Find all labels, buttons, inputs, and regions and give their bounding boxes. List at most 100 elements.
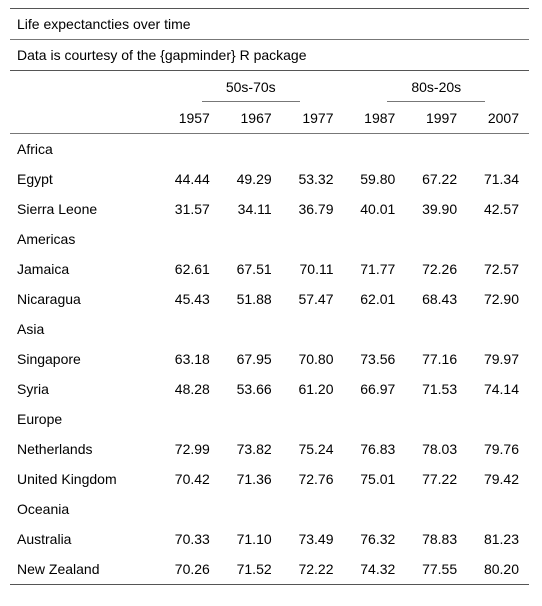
column-header-row: 1957 1967 1977 1987 1997 2007 [10, 103, 529, 134]
value-cell: 77.55 [405, 554, 468, 585]
heading-rule [10, 70, 529, 71]
column-header: 1997 [405, 103, 468, 134]
value-cell: 70.42 [174, 471, 210, 487]
group-label: Europe [17, 411, 63, 427]
country-label: Singapore [17, 351, 81, 367]
value-cell: 73.56 [360, 351, 396, 367]
column-header: 2007 [467, 103, 529, 134]
value-cell: 36.79 [298, 201, 334, 217]
table-title: Life expectancties over time [17, 16, 191, 32]
group-label: Oceania [17, 501, 70, 517]
table-row: Nicaragua 45.43 51.88 57.47 62.01 68.43 72.90 [10, 284, 529, 314]
country-label: Sierra Leone [17, 201, 98, 217]
spanner-cell: 50s-70s [158, 71, 343, 103]
table-row: New Zealand 70.26 71.52 72.22 74.32 77.55 80.2… [10, 554, 529, 585]
value-cell: 57.47 [298, 291, 334, 307]
title-rule [10, 39, 529, 40]
value-cell: 72.26 [422, 261, 458, 277]
column-header: 1977 [281, 103, 344, 134]
value-cell: 45.43 [174, 291, 210, 307]
data-table: 50s-70s 80s-20s 1957 1967 1977 1987 1997… [10, 71, 529, 585]
value-cell: 80.20 [467, 554, 529, 585]
value-cell: 77.16 [422, 351, 458, 367]
value-cell: 77.22 [422, 471, 458, 487]
value-cell: 53.66 [236, 381, 272, 397]
table-row: Syria 48.28 53.66 61.20 66.97 71.53 74.14 [10, 374, 529, 404]
value-cell: 71.77 [360, 261, 396, 277]
group-row: Asia [10, 314, 529, 344]
country-label: New Zealand [10, 554, 159, 585]
value-cell: 70.26 [158, 554, 220, 585]
value-cell: 71.53 [422, 381, 458, 397]
value-cell: 72.99 [174, 441, 210, 457]
value-cell: 78.83 [422, 531, 458, 547]
stub-head [10, 103, 159, 134]
value-cell: 71.10 [236, 531, 272, 547]
group-row: Oceania [10, 494, 529, 524]
value-cell: 44.44 [174, 171, 210, 187]
group-row: Europe [10, 404, 529, 434]
group-row: Africa [10, 134, 529, 165]
spanner-cell: 80s-20s [344, 71, 530, 103]
group-label: Asia [17, 321, 45, 337]
value-cell: 62.61 [174, 261, 210, 277]
spanner-label-50s-70s: 50s-70s [201, 73, 300, 102]
value-cell: 34.11 [237, 201, 272, 217]
value-cell: 72.22 [281, 554, 344, 585]
table-row: Netherlands 72.99 73.82 75.24 76.83 78.03 79.7… [10, 434, 529, 464]
value-cell: 74.32 [343, 554, 406, 585]
country-label: Egypt [17, 171, 53, 187]
column-header: 1967 [219, 103, 282, 134]
table-row: Singapore 63.18 67.95 70.80 73.56 77.16 79.97 [10, 344, 529, 374]
country-label: Australia [17, 531, 72, 547]
value-cell: 79.76 [483, 441, 519, 457]
value-cell: 63.18 [174, 351, 210, 367]
table-row: United Kingdom 70.42 71.36 72.76 75.01 77.22 7… [10, 464, 529, 494]
value-cell: 79.42 [483, 471, 519, 487]
value-cell: 71.34 [483, 171, 519, 187]
value-cell: 59.80 [360, 171, 396, 187]
value-cell: 48.28 [174, 381, 210, 397]
stub-head [10, 71, 158, 103]
table-row: Sierra Leone 31.57 34.11 36.79 40.01 39.90 42.… [10, 194, 529, 224]
table-row: Egypt 44.44 49.29 53.32 59.80 67.22 71.34 [10, 164, 529, 194]
value-cell: 72.90 [483, 291, 519, 307]
value-cell: 73.49 [298, 531, 334, 547]
value-cell: 40.01 [360, 201, 396, 217]
value-cell: 53.32 [298, 171, 334, 187]
value-cell: 72.57 [483, 261, 519, 277]
value-cell: 75.01 [360, 471, 396, 487]
top-rule [10, 8, 529, 9]
table-row: Australia 70.33 71.10 73.49 76.32 78.83 81.23 [10, 524, 529, 554]
value-cell: 72.76 [298, 471, 334, 487]
country-label: Nicaragua [17, 291, 81, 307]
column-header: 1987 [343, 103, 406, 134]
value-cell: 71.36 [236, 471, 272, 487]
value-cell: 66.97 [360, 381, 396, 397]
table-body: Africa Egypt 44.44 49.29 53.32 59.80 67.22 71.3… [10, 134, 529, 585]
value-cell: 62.01 [360, 291, 396, 307]
value-cell: 68.43 [422, 291, 458, 307]
value-cell: 67.51 [236, 261, 272, 277]
country-label: Syria [17, 381, 49, 397]
value-cell: 74.14 [483, 381, 519, 397]
value-cell: 79.97 [483, 351, 519, 367]
group-row: Americas [10, 224, 529, 254]
value-cell: 51.88 [236, 291, 272, 307]
table-subtitle: Data is courtesy of the {gapminder} R pa… [17, 47, 307, 63]
table-row: Jamaica 62.61 67.51 70.11 71.77 72.26 72.57 [10, 254, 529, 284]
life-expectancy-table: Life expectancties over time Data is cou… [10, 8, 529, 585]
spanner-label-80s-20s: 80s-20s [387, 73, 486, 102]
value-cell: 61.20 [298, 381, 334, 397]
value-cell: 39.90 [422, 201, 458, 217]
country-label: Jamaica [17, 261, 70, 277]
value-cell: 75.24 [298, 441, 334, 457]
value-cell: 78.03 [422, 441, 458, 457]
value-cell: 70.33 [174, 531, 210, 547]
value-cell: 42.57 [483, 201, 519, 217]
value-cell: 81.23 [483, 531, 519, 547]
value-cell: 76.32 [360, 531, 396, 547]
country-label: United Kingdom [17, 471, 117, 487]
group-label: Africa [17, 141, 53, 157]
value-cell: 73.82 [236, 441, 272, 457]
